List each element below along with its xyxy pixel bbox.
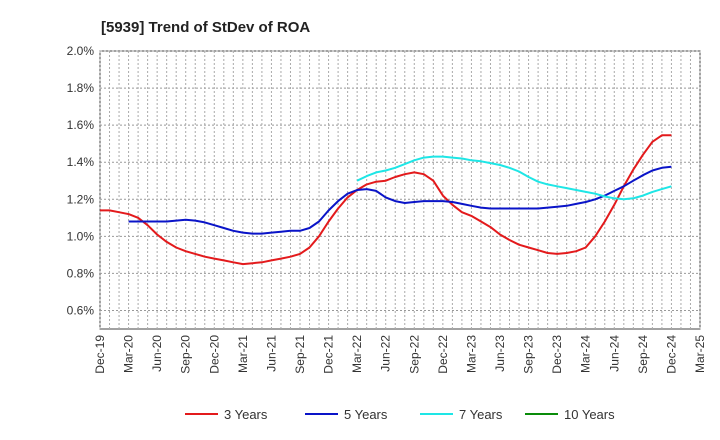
x-tick-label: Dec-20 — [207, 335, 221, 374]
x-tick-label: Jun-22 — [379, 335, 393, 372]
x-tick-label: Jun-20 — [150, 335, 164, 372]
x-axis: Dec-19 Mar-20 Jun-20 Sep-20 Dec-20 Mar-21 Jun-… — [93, 335, 707, 374]
y-tick-label: 1.8% — [67, 81, 95, 95]
x-tick-label: Dec-21 — [322, 335, 336, 374]
grid — [99, 50, 701, 329]
series-line-7-years — [356, 155, 672, 201]
y-tick-label: 0.6% — [67, 303, 95, 317]
x-tick-label: Mar-25 — [693, 335, 707, 373]
x-tick-label: Dec-23 — [550, 335, 564, 374]
plot-area — [99, 50, 701, 330]
legend-label: 5 Years — [344, 407, 388, 422]
x-tick-label: Mar-22 — [350, 335, 364, 373]
x-tick-label: Dec-24 — [664, 335, 678, 374]
x-tick-label: Jun-24 — [607, 335, 621, 372]
x-tick-label: Jun-21 — [264, 335, 278, 372]
y-tick-label: 2.0% — [67, 44, 95, 58]
y-tick-label: 1.4% — [67, 155, 95, 169]
legend-label: 7 Years — [459, 407, 503, 422]
x-tick-label: Mar-24 — [579, 335, 593, 373]
x-tick-label: Sep-24 — [636, 335, 650, 374]
x-tick-label: Sep-21 — [293, 335, 307, 374]
x-tick-label: Sep-20 — [179, 335, 193, 374]
x-tick-label: Mar-20 — [122, 335, 136, 373]
legend: 3 Years 5 Years 7 Years 10 Years — [185, 407, 615, 422]
y-tick-label: 1.2% — [67, 192, 95, 206]
x-tick-label: Mar-23 — [464, 335, 478, 373]
x-tick-label: Sep-23 — [522, 335, 536, 374]
series-line-5-years — [128, 165, 672, 235]
series-line-3-years — [100, 134, 672, 266]
series-lines — [100, 134, 672, 266]
y-axis: 0.6% 0.8% 1.0% 1.2% 1.4% 1.6% 1.8% 2.0% — [67, 44, 95, 317]
x-tick-label: Mar-21 — [236, 335, 250, 373]
x-tick-label: Sep-22 — [407, 335, 421, 374]
y-tick-label: 1.0% — [67, 229, 95, 243]
x-tick-label: Dec-22 — [436, 335, 450, 374]
y-tick-label: 1.6% — [67, 118, 95, 132]
legend-label: 3 Years — [224, 407, 268, 422]
legend-label: 10 Years — [564, 407, 615, 422]
x-tick-label: Dec-19 — [93, 335, 107, 374]
y-tick-label: 0.8% — [67, 266, 95, 280]
x-tick-label: Jun-23 — [493, 335, 507, 372]
chart-title: [5939] Trend of StDev of ROA — [101, 19, 310, 36]
